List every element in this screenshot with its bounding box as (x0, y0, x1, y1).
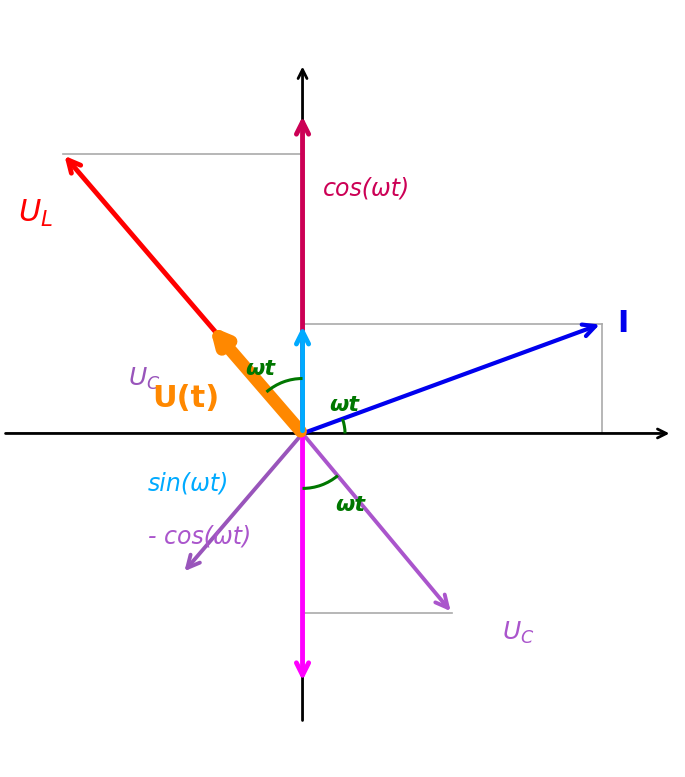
Text: $U_L$: $U_L$ (18, 198, 53, 229)
Text: $U_C$: $U_C$ (502, 620, 535, 646)
Text: ωt: ωt (329, 395, 360, 416)
Text: ωt: ωt (245, 358, 275, 378)
Text: - cos(ωt): - cos(ωt) (148, 524, 251, 549)
Text: $U_C$: $U_C$ (127, 365, 160, 392)
Text: cos(ωt): cos(ωt) (323, 176, 410, 200)
Text: U(t): U(t) (153, 384, 220, 413)
Text: sin(ωt): sin(ωt) (148, 472, 229, 496)
Text: I: I (617, 309, 629, 338)
Text: ωt: ωt (336, 496, 366, 515)
